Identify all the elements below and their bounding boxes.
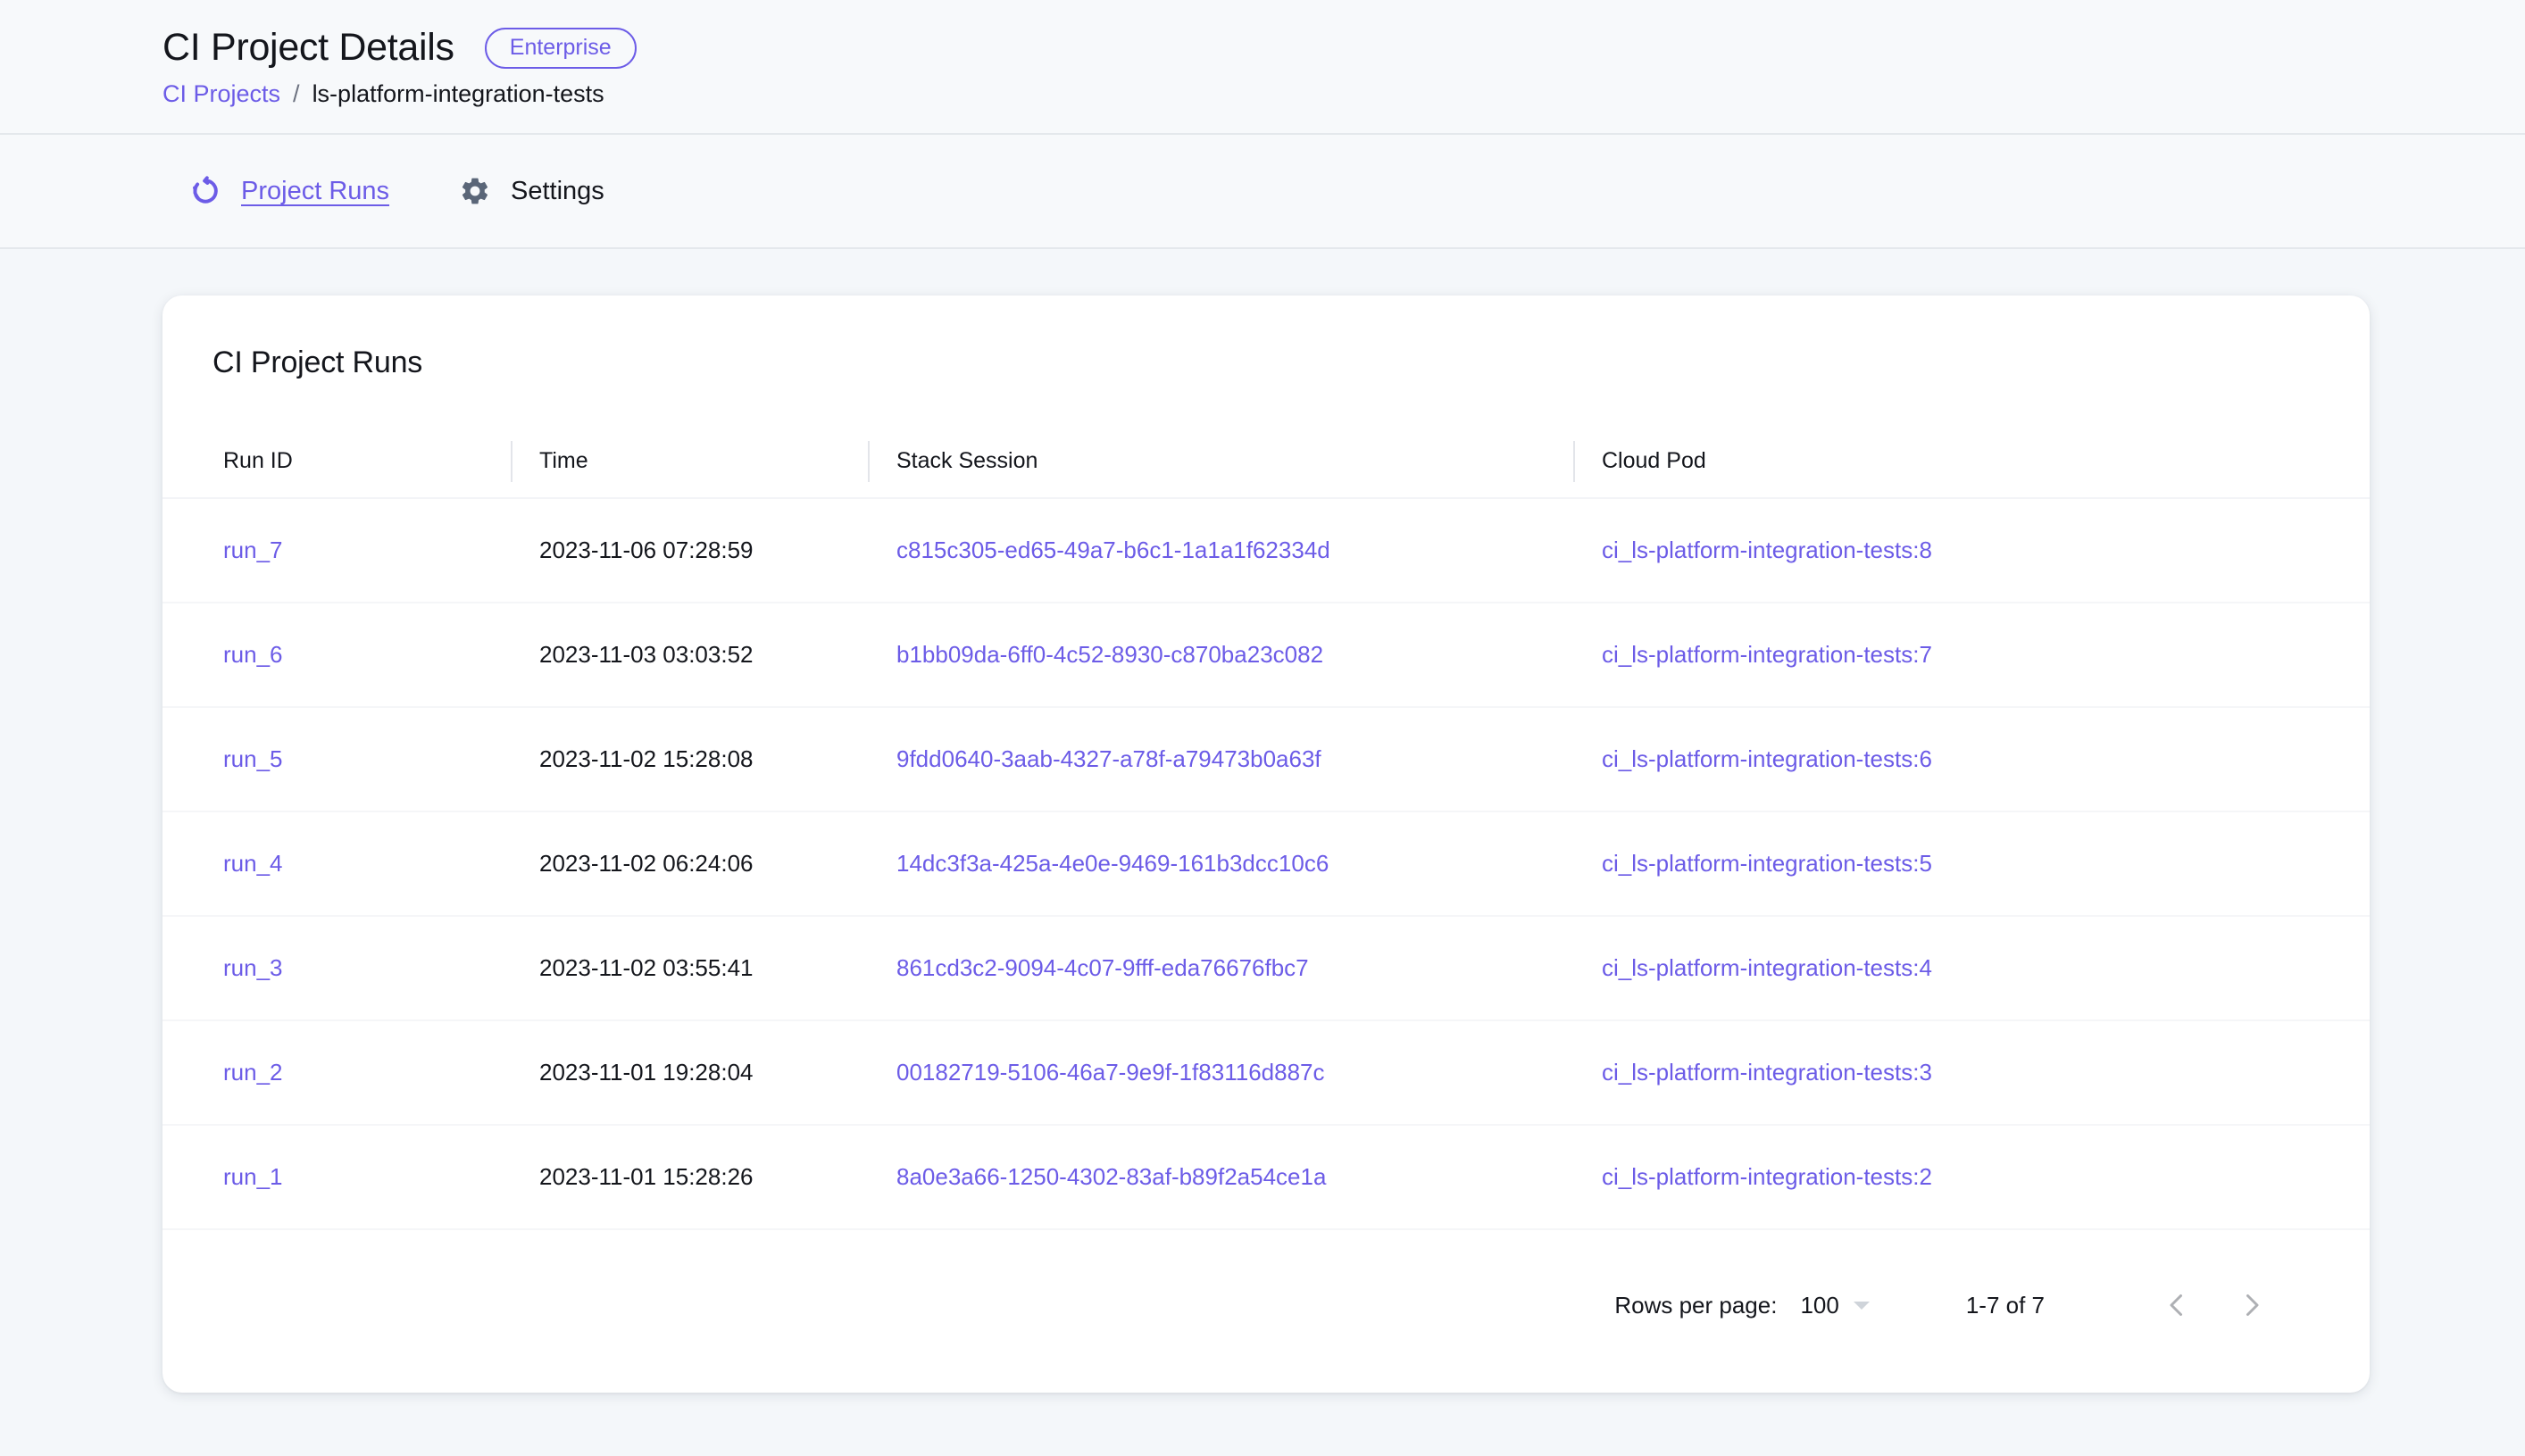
table-row: run_4 2023-11-02 06:24:06 14dc3f3a-425a-… — [162, 811, 2370, 918]
breadcrumb-link-ci-projects[interactable]: CI Projects — [162, 80, 281, 108]
breadcrumb-current-project: ls-platform-integration-tests — [312, 80, 604, 108]
table-row: run_3 2023-11-02 03:55:41 861cd3c2-9094-… — [162, 916, 2370, 1022]
run-time: 2023-11-02 03:55:41 — [539, 954, 754, 982]
run-time: 2023-11-02 15:28:08 — [539, 745, 754, 773]
tab-settings[interactable]: Settings — [459, 175, 604, 207]
ci-project-runs-card: CI Project Runs Run ID Time Stack Sessio… — [162, 295, 2370, 1394]
table-head: Run ID Time Stack Session Cloud Pod — [162, 425, 2370, 500]
tab-project-runs-label: Project Runs — [241, 176, 390, 205]
stack-session-link[interactable]: 8a0e3a66-1250-4302-83af-b89f2a54ce1a — [896, 1163, 1327, 1191]
column-header-cloud-pod-label: Cloud Pod — [1602, 448, 1706, 474]
table-row: run_2 2023-11-01 19:28:04 00182719-5106-… — [162, 1020, 2370, 1127]
title-row: CI Project Details Enterprise — [162, 26, 2525, 69]
chevron-right-icon — [2236, 1289, 2268, 1321]
rows-per-page-value: 100 — [1800, 1291, 1839, 1319]
stack-session-link[interactable]: 9fdd0640-3aab-4327-a78f-a79473b0a63f — [896, 745, 1321, 773]
ci-project-runs-table: Run ID Time Stack Session Cloud Pod run_… — [162, 425, 2370, 1231]
page-header: CI Project Details Enterprise CI Project… — [0, 0, 2525, 136]
table-row: run_6 2023-11-03 03:03:52 b1bb09da-6ff0-… — [162, 603, 2370, 709]
chevron-left-icon — [2161, 1289, 2193, 1321]
previous-page-button[interactable] — [2148, 1277, 2205, 1334]
table-pagination: Rows per page: 100 1-7 of 7 — [162, 1230, 2370, 1334]
column-header-time-label: Time — [539, 448, 588, 474]
chevron-down-icon — [1853, 1301, 1870, 1310]
rows-per-page-select[interactable]: 100 — [1800, 1291, 1870, 1319]
table-row: run_7 2023-11-06 07:28:59 c815c305-ed65-… — [162, 498, 2370, 604]
run-id-link[interactable]: run_2 — [223, 1059, 283, 1086]
stack-session-link[interactable]: b1bb09da-6ff0-4c52-8930-c870ba23c082 — [896, 641, 1324, 669]
stack-session-link[interactable]: 861cd3c2-9094-4c07-9fff-eda76676fbc7 — [896, 954, 1309, 982]
cloud-pod-link[interactable]: ci_ls-platform-integration-tests:5 — [1602, 850, 1932, 878]
cloud-pod-link[interactable]: ci_ls-platform-integration-tests:6 — [1602, 745, 1932, 773]
card-title: CI Project Runs — [212, 345, 423, 380]
table-header-row: Run ID Time Stack Session Cloud Pod — [162, 425, 2370, 500]
stack-session-link[interactable]: c815c305-ed65-49a7-b6c1-1a1a1f62334d — [896, 537, 1330, 564]
page-title: CI Project Details — [162, 26, 454, 69]
run-id-link[interactable]: run_4 — [223, 850, 283, 878]
column-header-stack-session[interactable]: Stack Session — [868, 425, 1573, 500]
run-time: 2023-11-03 03:03:52 — [539, 641, 754, 669]
gear-icon — [459, 175, 491, 207]
pagination-range: 1-7 of 7 — [1965, 1291, 2045, 1319]
column-header-cloud-pod[interactable]: Cloud Pod — [1573, 425, 2370, 500]
table-row: run_5 2023-11-02 15:28:08 9fdd0640-3aab-… — [162, 707, 2370, 813]
stack-session-link[interactable]: 14dc3f3a-425a-4e0e-9469-161b3dcc10c6 — [896, 850, 1329, 878]
run-time: 2023-11-01 19:28:04 — [539, 1059, 754, 1086]
next-page-button[interactable] — [2223, 1277, 2280, 1334]
run-time: 2023-11-06 07:28:59 — [539, 537, 754, 564]
tab-settings-label: Settings — [511, 176, 604, 205]
main-content: CI Project Runs Run ID Time Stack Sessio… — [0, 249, 2525, 1394]
rotate-ccw-icon — [189, 175, 221, 207]
rows-per-page-label: Rows per page: — [1614, 1291, 1778, 1319]
cloud-pod-link[interactable]: ci_ls-platform-integration-tests:2 — [1602, 1163, 1932, 1191]
run-id-link[interactable]: run_1 — [223, 1163, 283, 1191]
column-header-stack-session-label: Stack Session — [896, 448, 1038, 474]
run-id-link[interactable]: run_7 — [223, 537, 283, 564]
breadcrumb: CI Projects / ls-platform-integration-te… — [162, 80, 2525, 108]
run-id-link[interactable]: run_3 — [223, 954, 283, 982]
cloud-pod-link[interactable]: ci_ls-platform-integration-tests:8 — [1602, 537, 1932, 564]
run-id-link[interactable]: run_6 — [223, 641, 283, 669]
cloud-pod-link[interactable]: ci_ls-platform-integration-tests:7 — [1602, 641, 1932, 669]
cloud-pod-link[interactable]: ci_ls-platform-integration-tests:3 — [1602, 1059, 1932, 1086]
table-row: run_1 2023-11-01 15:28:26 8a0e3a66-1250-… — [162, 1125, 2370, 1231]
table-body: run_7 2023-11-06 07:28:59 c815c305-ed65-… — [162, 498, 2370, 1231]
column-header-time[interactable]: Time — [511, 425, 868, 500]
run-id-link[interactable]: run_5 — [223, 745, 283, 773]
run-time: 2023-11-02 06:24:06 — [539, 850, 754, 878]
column-header-run-id[interactable]: Run ID — [162, 425, 511, 500]
breadcrumb-separator: / — [293, 80, 300, 108]
cloud-pod-link[interactable]: ci_ls-platform-integration-tests:4 — [1602, 954, 1932, 982]
tab-project-runs[interactable]: Project Runs — [189, 175, 389, 207]
column-header-run-id-label: Run ID — [223, 448, 293, 474]
stack-session-link[interactable]: 00182719-5106-46a7-9e9f-1f83116d887c — [896, 1059, 1325, 1086]
run-time: 2023-11-01 15:28:26 — [539, 1163, 754, 1191]
plan-badge-enterprise: Enterprise — [484, 27, 637, 69]
tab-bar: Project Runs Settings — [0, 135, 2525, 250]
